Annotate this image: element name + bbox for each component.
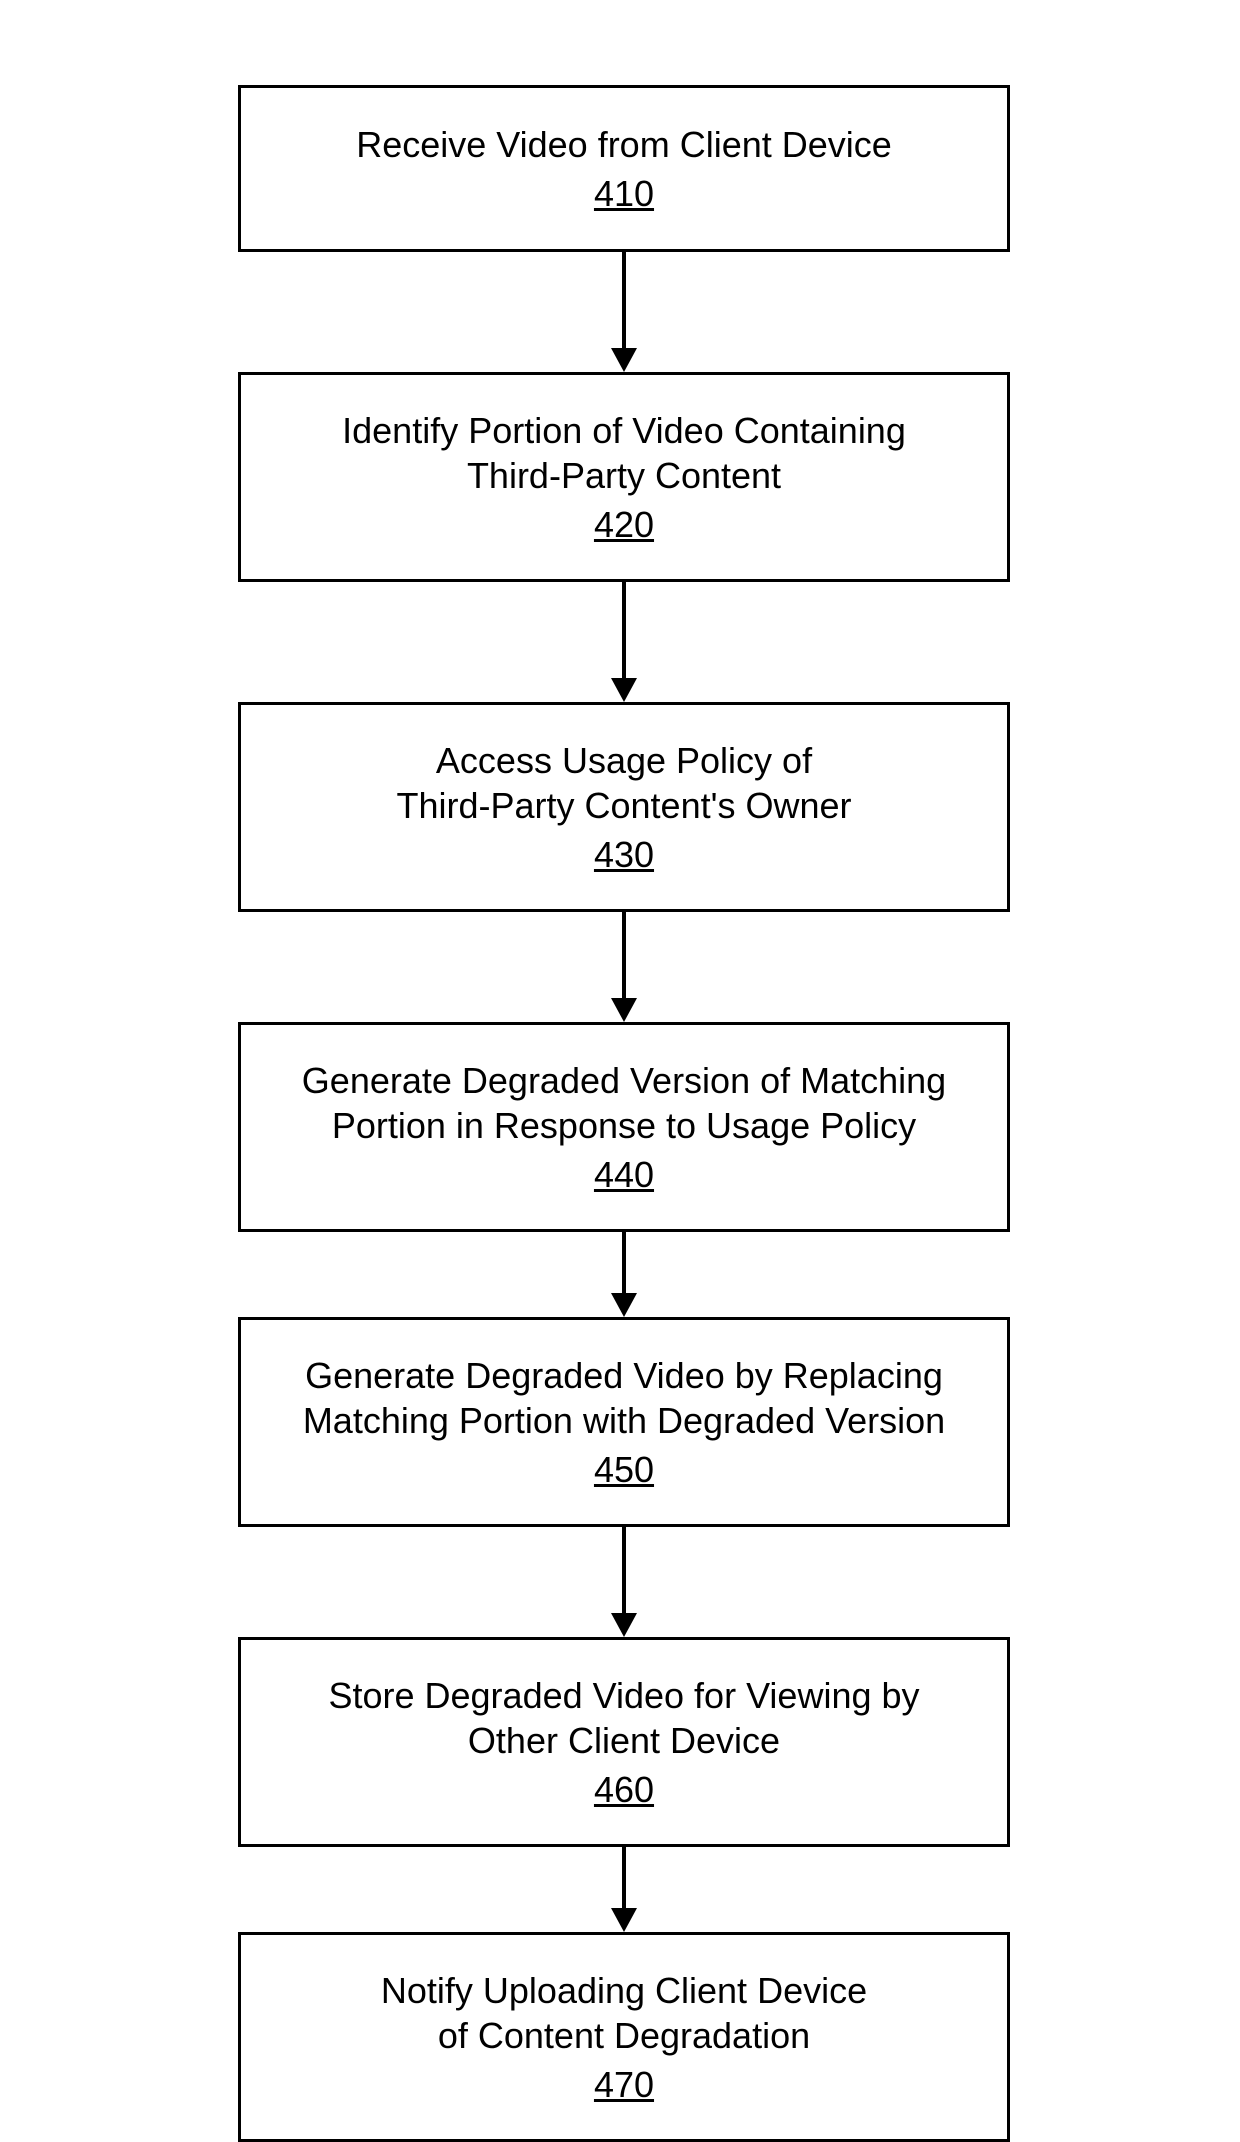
- flow-node-440: Generate Degraded Version of Matching Po…: [238, 1022, 1010, 1232]
- flow-node-430: Access Usage Policy of Third-Party Conte…: [238, 702, 1010, 912]
- flow-node-ref: 440: [594, 1154, 654, 1196]
- flow-node-ref: 430: [594, 834, 654, 876]
- flow-node-label: Receive Video from Client Device: [356, 122, 892, 167]
- arrow-shaft: [622, 1847, 626, 1908]
- arrow-head-icon: [611, 1613, 637, 1637]
- arrow-head-icon: [611, 1293, 637, 1317]
- arrow-head-icon: [611, 998, 637, 1022]
- arrow-head-icon: [611, 678, 637, 702]
- flow-node-410: Receive Video from Client Device 410: [238, 85, 1010, 252]
- arrow-shaft: [622, 252, 626, 348]
- flow-node-label: Access Usage Policy of Third-Party Conte…: [396, 738, 851, 828]
- flow-node-ref: 410: [594, 173, 654, 215]
- flow-node-label: Generate Degraded Version of Matching Po…: [302, 1058, 946, 1148]
- flowchart-canvas: Receive Video from Client Device 410 Ident…: [0, 0, 1240, 2127]
- flow-node-450: Generate Degraded Video by Replacing Mat…: [238, 1317, 1010, 1527]
- flow-node-ref: 420: [594, 504, 654, 546]
- arrow-shaft: [622, 1527, 626, 1613]
- flow-node-420: Identify Portion of Video Containing Thi…: [238, 372, 1010, 582]
- flow-node-470: Notify Uploading Client Device of Conten…: [238, 1932, 1010, 2142]
- arrow-shaft: [622, 1232, 626, 1293]
- flow-node-label: Notify Uploading Client Device of Conten…: [381, 1968, 867, 2058]
- flow-node-label: Identify Portion of Video Containing Thi…: [342, 408, 906, 498]
- flow-node-label: Generate Degraded Video by Replacing Mat…: [303, 1353, 945, 1443]
- arrow-head-icon: [611, 1908, 637, 1932]
- flow-node-ref: 470: [594, 2064, 654, 2106]
- flow-node-460: Store Degraded Video for Viewing by Othe…: [238, 1637, 1010, 1847]
- arrow-head-icon: [611, 348, 637, 372]
- flow-node-ref: 450: [594, 1449, 654, 1491]
- flow-node-ref: 460: [594, 1769, 654, 1811]
- flow-node-label: Store Degraded Video for Viewing by Othe…: [328, 1673, 919, 1763]
- arrow-shaft: [622, 582, 626, 678]
- arrow-shaft: [622, 912, 626, 998]
